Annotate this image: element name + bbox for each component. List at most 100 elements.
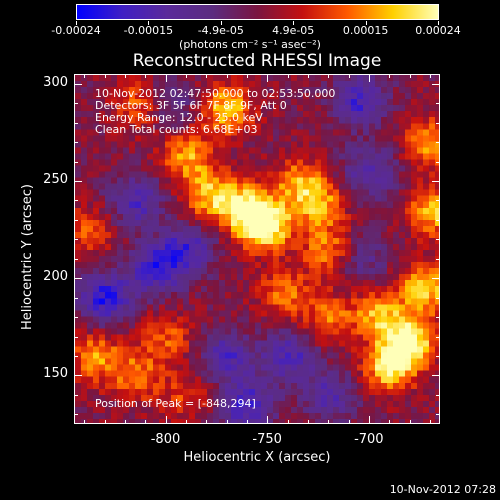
x-tick-top xyxy=(145,74,147,78)
heatmap-image xyxy=(75,75,439,423)
y-tick-left xyxy=(74,297,78,299)
x-tick-top xyxy=(84,74,86,78)
y-tick-right xyxy=(432,180,440,182)
y-tick-right xyxy=(436,161,440,163)
y-tick-left xyxy=(74,375,82,377)
y-tick-right xyxy=(436,239,440,241)
x-tick-bottom xyxy=(165,416,167,424)
x-tick-bottom xyxy=(267,416,269,424)
colorbar-tick-label: -0.00015 xyxy=(123,24,174,37)
y-tick-right xyxy=(436,103,440,105)
x-tick-bottom xyxy=(368,416,370,424)
x-tick-bottom xyxy=(104,420,106,424)
colorbar-tick xyxy=(293,21,295,25)
colorbar-tick xyxy=(220,21,222,25)
y-tick-left xyxy=(74,336,78,338)
y-tick-left xyxy=(74,219,78,221)
x-tick-top xyxy=(368,74,370,82)
x-tick-bottom xyxy=(206,420,208,424)
y-tick-right xyxy=(436,355,440,357)
x-tick-top xyxy=(124,74,126,78)
y-tick-left xyxy=(74,278,82,280)
y-tick-left xyxy=(74,317,78,319)
x-tick-top xyxy=(185,74,187,78)
y-tick-left xyxy=(74,103,78,105)
x-tick-top xyxy=(287,74,289,78)
x-tick-label: -750 xyxy=(252,432,282,447)
x-axis-label: Heliocentric X (arcsec) xyxy=(183,450,331,465)
y-tick-right xyxy=(436,336,440,338)
y-tick-right xyxy=(436,219,440,221)
y-tick-left xyxy=(74,239,78,241)
x-tick-bottom xyxy=(429,420,431,424)
x-tick-top xyxy=(104,74,106,78)
info-energy-range: Energy Range: 12.0 - 25.0 keV xyxy=(95,111,263,124)
x-tick-bottom xyxy=(328,420,330,424)
x-tick-bottom xyxy=(84,420,86,424)
x-tick-bottom xyxy=(348,420,350,424)
x-tick-bottom xyxy=(124,420,126,424)
y-tick-left xyxy=(74,122,78,124)
x-tick-top xyxy=(348,74,350,78)
x-tick-bottom xyxy=(409,420,411,424)
y-tick-left xyxy=(74,394,78,396)
y-tick-left xyxy=(74,200,78,202)
y-tick-label: 300 xyxy=(43,74,68,90)
x-tick-bottom xyxy=(145,420,147,424)
timestamp: 10-Nov-2012 07:28 xyxy=(389,483,496,496)
x-tick-label: -800 xyxy=(150,432,181,447)
y-tick-left xyxy=(74,355,78,357)
colorbar-tick-label: 4.9e-05 xyxy=(272,24,315,37)
info-clean-counts: Clean Total counts: 6.68E+03 xyxy=(95,123,258,136)
x-tick-label: -700 xyxy=(354,432,384,447)
info-detectors: Detectors: 3F 5F 6F 7F 8F 9F, Att 0 xyxy=(95,99,287,112)
y-tick-right xyxy=(436,317,440,319)
y-tick-right xyxy=(432,375,440,377)
y-tick-right xyxy=(436,414,440,416)
colorbar-tick-label: 0.00015 xyxy=(342,24,389,37)
colorbar-tick-label: 0.00024 xyxy=(415,24,461,37)
y-tick-left xyxy=(74,142,78,144)
colorbar-tick xyxy=(438,21,439,25)
x-tick-top xyxy=(429,74,431,78)
colorbar-tick xyxy=(365,21,367,25)
x-tick-bottom xyxy=(287,420,289,424)
x-tick-top xyxy=(409,74,411,78)
x-tick-top xyxy=(267,74,269,82)
y-tick-label: 150 xyxy=(43,366,68,382)
y-tick-left xyxy=(74,83,82,85)
x-tick-top xyxy=(226,74,228,78)
x-tick-top xyxy=(328,74,330,78)
y-tick-left xyxy=(74,180,82,182)
colorbar-tick xyxy=(76,21,77,25)
x-tick-bottom xyxy=(307,420,309,424)
y-tick-label: 200 xyxy=(43,269,68,285)
x-tick-top xyxy=(389,74,391,78)
colorbar-tick-label: -4.9e-05 xyxy=(197,24,244,37)
x-tick-top xyxy=(307,74,309,78)
image-plot: 10-Nov-2012 02:47:50.000 to 02:53:50.000… xyxy=(74,74,440,424)
x-tick-top xyxy=(206,74,208,78)
colorbar xyxy=(76,4,439,20)
colorbar-units: (photons cm⁻² s⁻¹ asec⁻²) xyxy=(179,38,321,51)
y-tick-left xyxy=(74,414,78,416)
y-tick-left xyxy=(74,161,78,163)
colorbar-tick-label: -0.00024 xyxy=(51,24,101,37)
y-tick-right xyxy=(436,258,440,260)
y-tick-right xyxy=(436,142,440,144)
y-tick-right xyxy=(432,83,440,85)
colorbar-tick xyxy=(148,21,150,25)
x-tick-bottom xyxy=(246,420,248,424)
y-tick-label: 250 xyxy=(43,171,68,187)
y-tick-right xyxy=(436,394,440,396)
plot-title: Reconstructed RHESSI Image xyxy=(132,51,382,71)
y-tick-right xyxy=(436,200,440,202)
y-tick-right xyxy=(432,278,440,280)
x-tick-bottom xyxy=(185,420,187,424)
peak-position: Position of Peak = [-848,294] xyxy=(95,397,256,410)
y-tick-right xyxy=(436,122,440,124)
x-tick-bottom xyxy=(389,420,391,424)
x-tick-bottom xyxy=(226,420,228,424)
y-tick-left xyxy=(74,258,78,260)
y-axis-label: Heliocentric Y (arcsec) xyxy=(20,184,35,330)
